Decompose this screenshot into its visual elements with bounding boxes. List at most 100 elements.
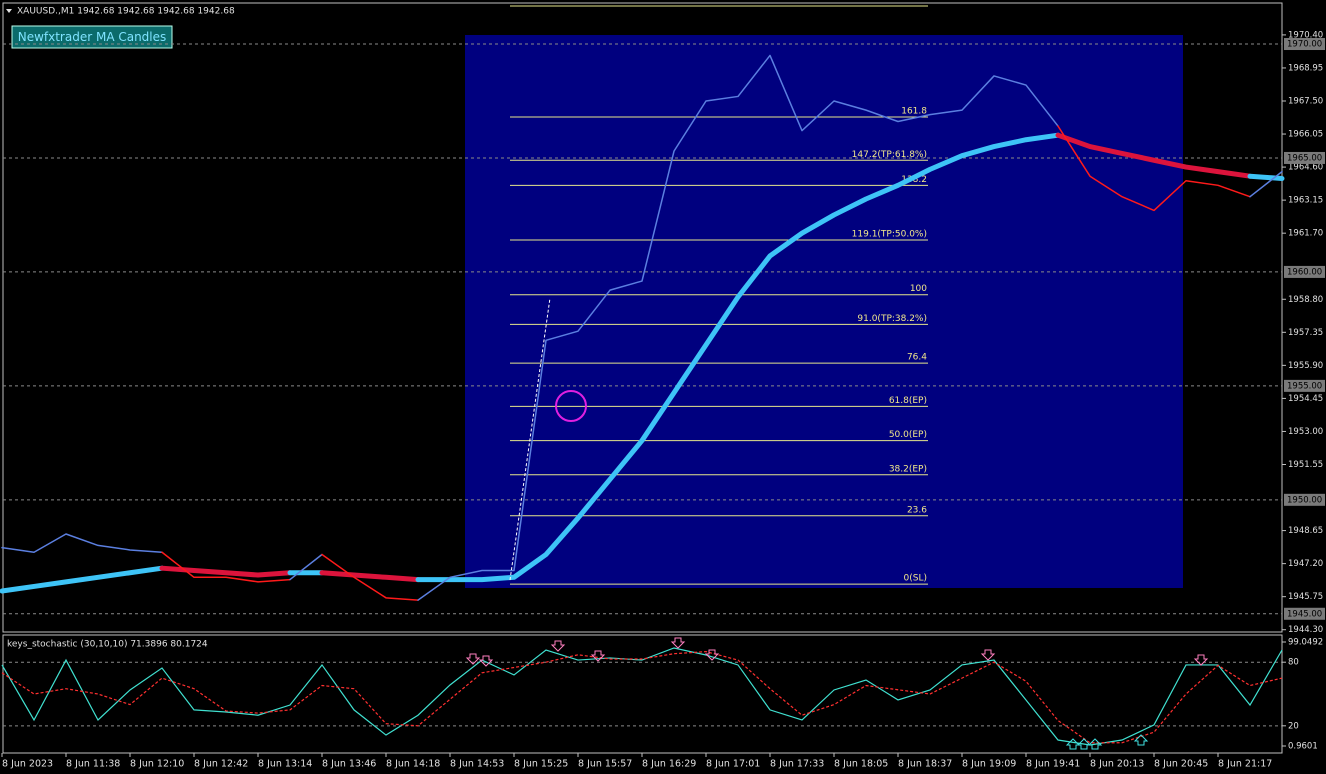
stoch-line <box>1 647 1283 746</box>
y-tick-label: 1968.95 <box>1288 63 1323 73</box>
price-level-box <box>1284 379 1325 392</box>
signal-arrow <box>1087 738 1103 750</box>
x-tick-label: 8 Jun 15:57 <box>578 759 632 770</box>
y-tick-label: 99.0492 <box>1288 638 1323 648</box>
x-tick-label: 8 Jun 19:09 <box>962 759 1016 770</box>
indicator-button[interactable] <box>11 25 173 49</box>
price-line <box>1 533 163 553</box>
y-tick-label: 1961.70 <box>1288 229 1323 239</box>
y-tick-label: 1963.15 <box>1288 196 1323 206</box>
x-tick-label: 8 Jun 13:14 <box>258 759 312 770</box>
fib-label: 91.0(TP:38.2%) <box>857 314 927 324</box>
y-tick-label: 1954.45 <box>1288 394 1323 404</box>
signal-arrow <box>550 640 566 652</box>
price-level-label: 1955.00 <box>1287 381 1322 391</box>
fib-label: 23.6 <box>907 505 927 515</box>
price-line <box>161 551 291 583</box>
fib-label: 38.2(EP) <box>889 464 927 474</box>
x-tick-label: 8 Jun 12:10 <box>130 759 184 770</box>
y-tick-label: 1970.40 <box>1288 30 1323 40</box>
zigzag <box>509 297 551 581</box>
fib-label: 61.8(EP) <box>889 396 927 406</box>
price-line <box>1249 170 1283 198</box>
signal-arrow <box>1076 738 1092 750</box>
ma-line <box>0 565 165 594</box>
y-tick-label: 1948.65 <box>1288 526 1323 536</box>
y-tick-label: 1967.50 <box>1288 96 1323 106</box>
price-line <box>1057 125 1251 212</box>
y-tick-label: 1947.20 <box>1288 559 1323 569</box>
ma-line <box>415 132 1061 583</box>
y-tick-label: 20 <box>1288 721 1299 731</box>
x-tick-label: 8 Jun 14:53 <box>450 759 504 770</box>
y-tick-label: 1953.00 <box>1288 427 1323 437</box>
signal-arrow <box>670 637 686 649</box>
signal-arrow <box>590 650 606 662</box>
ma-line <box>1055 132 1253 179</box>
x-tick-label: 8 Jun 2023 <box>2 759 53 770</box>
price-line <box>289 553 323 581</box>
x-tick-label: 8 Jun 17:33 <box>770 759 824 770</box>
signal-arrow <box>465 653 481 665</box>
signal-arrow <box>478 655 494 667</box>
signal-arrow <box>1133 734 1149 746</box>
main-frame <box>2 2 1283 633</box>
price-line <box>417 54 1059 601</box>
signal-arrow <box>1065 738 1081 750</box>
symbol-header: XAUUSD.,M1 1942.68 1942.68 1942.68 1942.… <box>17 7 235 17</box>
price-level-label: 1960.00 <box>1287 267 1322 277</box>
price-level-label: 1965.00 <box>1287 153 1322 163</box>
signal-arrow <box>1193 654 1209 666</box>
ma-line <box>1247 173 1285 181</box>
price-line <box>321 553 419 601</box>
fib-label: 119.1(TP:50.0%) <box>852 230 927 240</box>
fib-zone <box>465 35 1183 588</box>
entry-circle <box>555 390 587 422</box>
x-tick-label: 8 Jun 20:13 <box>1090 759 1144 770</box>
y-tick-label: 1955.90 <box>1288 361 1323 371</box>
y-tick-label: 1951.55 <box>1288 460 1323 470</box>
price-level-box <box>1284 38 1325 51</box>
x-tick-label: 8 Jun 16:29 <box>642 759 696 770</box>
x-tick-label: 8 Jun 20:45 <box>1154 759 1208 770</box>
price-level-box <box>1284 607 1325 620</box>
plot-layer: 161.8147.2(TP:61.8%)138.2119.1(TP:50.0%)… <box>0 30 1325 770</box>
y-tick-label: 1957.35 <box>1288 328 1323 338</box>
fib-label: 50.0(EP) <box>889 430 927 440</box>
fib-label: 161.8 <box>901 106 927 116</box>
y-tick-label: 1945.75 <box>1288 592 1323 602</box>
x-tick-label: 8 Jun 11:38 <box>66 759 120 770</box>
price-level-label: 1950.00 <box>1287 495 1322 505</box>
stochastic-title: keys_stochastic (30,10,10) 71.3896 80.17… <box>7 640 208 650</box>
fib-label: 100 <box>910 284 927 294</box>
price-level-label: 1970.00 <box>1287 40 1322 50</box>
price-level-box <box>1284 493 1325 506</box>
ma-line <box>319 570 421 583</box>
signal-arrow <box>980 649 996 661</box>
x-tick-label: 8 Jun 18:05 <box>834 759 888 770</box>
fib-label: 0(SL) <box>904 574 927 584</box>
y-tick-label: 80 <box>1288 658 1299 668</box>
fib-label: 147.2(TP:61.8%) <box>852 150 927 160</box>
y-tick-label: 0.9601 <box>1288 742 1318 752</box>
x-tick-label: 8 Jun 19:41 <box>1026 759 1080 770</box>
price-level-box <box>1284 151 1325 164</box>
x-tick-label: 8 Jun 21:17 <box>1218 759 1272 770</box>
signal-arrow <box>704 649 720 661</box>
x-tick-label: 8 Jun 15:25 <box>514 759 568 770</box>
x-tick-label: 8 Jun 12:42 <box>194 759 248 770</box>
x-tick-label: 8 Jun 14:18 <box>386 759 440 770</box>
y-tick-label: 1964.60 <box>1288 163 1323 173</box>
y-tick-label: 1958.80 <box>1288 295 1323 305</box>
stoch-line <box>1 650 1283 744</box>
price-level-box <box>1284 265 1325 278</box>
price-level-label: 1945.00 <box>1287 609 1322 619</box>
y-tick-label: 1966.05 <box>1288 130 1323 140</box>
x-tick-label: 8 Jun 13:46 <box>322 759 376 770</box>
indicator-button-label[interactable]: Newfxtrader MA Candles <box>18 30 167 44</box>
fib-label: 76.4 <box>907 353 927 363</box>
symbol-menu-icon <box>6 9 12 13</box>
x-tick-label: 8 Jun 17:01 <box>706 759 760 770</box>
x-tick-label: 8 Jun 18:37 <box>898 759 952 770</box>
